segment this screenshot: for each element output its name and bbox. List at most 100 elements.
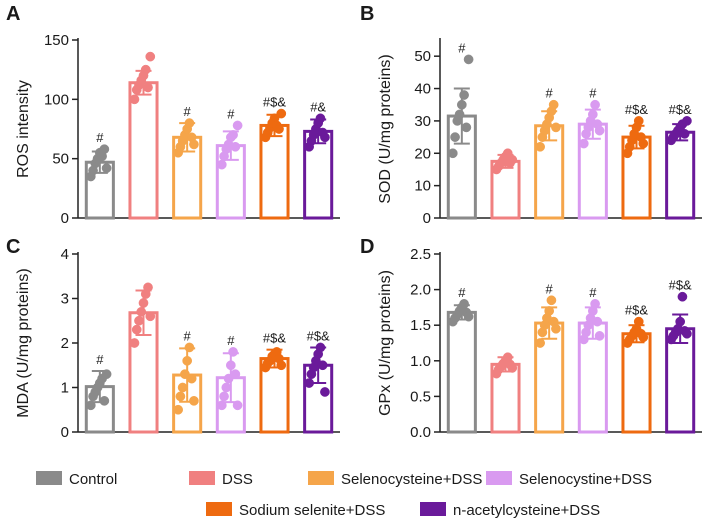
data-point [184, 118, 195, 128]
significance-label: #$& [669, 102, 692, 117]
y-tick-label: 10 [414, 178, 431, 195]
data-point [189, 396, 199, 406]
data-point [145, 311, 156, 322]
significance-label: # [458, 40, 466, 55]
significance-label: # [96, 352, 104, 367]
data-point [180, 369, 190, 379]
bar-6 [665, 327, 696, 434]
data-point [315, 342, 326, 353]
data-point [459, 90, 469, 100]
significance-label: # [184, 104, 192, 119]
data-point [590, 298, 600, 309]
data-point [456, 99, 467, 110]
legend-label-4: Selenocystine+DSS [519, 471, 652, 488]
y-tick-label: 0.5 [410, 388, 431, 405]
legend-label-1: Control [69, 471, 117, 488]
y-tick-label: 30 [414, 113, 431, 130]
data-point [590, 99, 600, 110]
data-point [454, 109, 465, 120]
data-point [223, 373, 234, 384]
significance-label: #$& [625, 303, 648, 318]
data-point [225, 360, 236, 371]
data-point [232, 400, 243, 411]
y-tick-label: 2.0 [410, 282, 431, 299]
significance-label: # [546, 86, 554, 101]
data-point [587, 109, 598, 120]
bar-3 [534, 321, 565, 434]
data-point [140, 64, 151, 75]
significance-label: # [227, 333, 235, 348]
data-point [507, 363, 518, 373]
data-point [450, 132, 460, 142]
y-axis-title: MDA (U/mg proteins) [15, 268, 32, 417]
legend-swatch-6 [420, 502, 446, 516]
data-point [633, 116, 644, 126]
panel-label: B [360, 3, 374, 25]
y-tick-label: 100 [44, 91, 69, 108]
y-tick-label: 20 [414, 145, 431, 162]
data-point [544, 306, 555, 316]
data-point [461, 122, 472, 133]
data-point [682, 116, 692, 126]
legend-swatch-5 [206, 502, 232, 516]
data-point [463, 54, 474, 65]
data-point [99, 396, 110, 406]
data-point [276, 360, 287, 371]
legend-label-3: Selenocysteine+DSS [341, 471, 482, 488]
data-point [143, 82, 153, 93]
data-point [99, 144, 110, 155]
data-point [134, 315, 144, 326]
y-tick-label: 0.0 [410, 424, 431, 441]
significance-label: #$& [669, 278, 692, 293]
y-tick-label: 0 [61, 210, 69, 227]
panel-b: B SOD (U/mg proteins) 0 10 20 30 40 50 # # # #$& #$& [360, 3, 702, 227]
data-point [551, 323, 561, 334]
y-tick-label: 50 [414, 48, 431, 65]
bar-1 [446, 310, 477, 434]
y-axis-title: ROS intensity [15, 80, 32, 178]
legend-label-5: Sodium selenite+DSS [239, 502, 385, 519]
legend-label-2: DSS [222, 471, 253, 488]
data-point [320, 132, 330, 143]
legend-swatch-4 [486, 471, 512, 485]
data-point [535, 141, 545, 152]
data-point [638, 332, 649, 343]
data-point [304, 378, 314, 388]
panel-label: D [360, 236, 374, 258]
data-point [129, 338, 140, 348]
y-tick-label: 0 [61, 424, 69, 441]
y-tick-label: 4 [61, 246, 69, 263]
significance-label: #$& [307, 328, 330, 343]
y-tick-label: 1 [61, 380, 69, 397]
data-point [507, 154, 518, 165]
panel-c: C MDA (U/mg proteins) 0 1 2 3 4 # # # #$& #$& [6, 236, 340, 441]
data-point [463, 311, 474, 322]
data-point [594, 331, 605, 341]
data-point [138, 298, 149, 308]
data-point [274, 124, 284, 134]
significance-label: # [184, 328, 192, 343]
legend-label-6: n-acetylcysteine+DSS [453, 502, 600, 519]
data-point [145, 51, 156, 62]
significance-label: # [589, 86, 597, 101]
data-point [177, 382, 188, 393]
significance-label: #& [310, 99, 326, 114]
data-point [535, 338, 545, 348]
data-point [592, 316, 603, 327]
data-point [228, 130, 238, 140]
data-point [131, 324, 142, 335]
significance-label: #$& [263, 331, 286, 346]
data-point [638, 138, 649, 149]
significance-label: # [96, 130, 104, 145]
y-tick-label: 3 [61, 291, 69, 308]
data-point [186, 373, 197, 384]
significance-label: #$& [625, 102, 648, 117]
data-point [101, 369, 112, 379]
data-point [679, 129, 690, 139]
data-point [682, 328, 692, 339]
data-point [228, 347, 238, 357]
significance-label: # [589, 285, 597, 300]
data-point [677, 291, 688, 302]
